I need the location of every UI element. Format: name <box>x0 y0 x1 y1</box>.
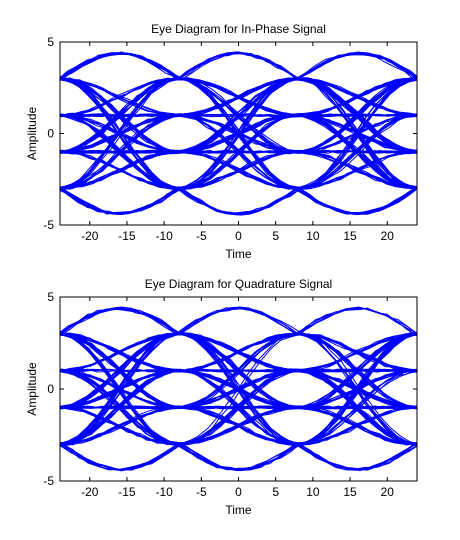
x-tick-label: 20 <box>381 485 395 499</box>
x-tick-label: 10 <box>306 229 320 243</box>
x-tick-label: 0 <box>235 229 242 243</box>
x-tick-label: 0 <box>235 485 242 499</box>
y-axis-label: Amplitude <box>25 107 39 161</box>
eye-trace <box>60 114 417 190</box>
eye-trace <box>60 331 417 410</box>
eye-trace <box>60 51 417 154</box>
x-axis-label: Time <box>225 503 252 517</box>
x-tick-label: 20 <box>381 229 395 243</box>
eye-trace <box>60 368 417 471</box>
chart-title: Eye Diagram for In-Phase Signal <box>151 22 326 36</box>
chart-panel-1: -20 -15 -10 -5 0 5 10 15 20 -5 0 5 Eye Diagram for Q… <box>25 277 418 517</box>
eye-trace <box>60 308 417 373</box>
eye-trace <box>60 76 417 215</box>
eye-trace <box>60 369 417 446</box>
eye-trace <box>60 76 417 216</box>
x-tick-label: -20 <box>81 229 99 243</box>
y-tick-label: -5 <box>43 474 54 488</box>
x-tick-label: 5 <box>272 229 279 243</box>
eye-trace <box>60 115 417 215</box>
eye-trace <box>60 78 417 154</box>
y-tick-label: 5 <box>47 290 54 304</box>
x-axis-label: Time <box>225 247 252 261</box>
eye-trace <box>60 78 417 154</box>
y-tick-label: 0 <box>47 127 54 141</box>
x-tick-label: -20 <box>81 485 99 499</box>
eye-trace <box>60 307 417 410</box>
x-tick-label: -5 <box>196 485 207 499</box>
eye-trace <box>60 308 417 471</box>
eye-traces <box>60 51 417 216</box>
y-tick-label: -5 <box>43 218 54 232</box>
chart-title: Eye Diagram for Quadrature Signal <box>145 277 332 291</box>
x-tick-label: 5 <box>272 485 279 499</box>
chart-panel-0: -20 -15 -10 -5 0 5 10 15 20 -5 0 5 Eye Diagram for I… <box>25 22 418 261</box>
x-tick-label: 10 <box>306 485 320 499</box>
x-tick-label: -15 <box>118 229 136 243</box>
x-tick-label: 15 <box>343 229 357 243</box>
y-axis-label: Amplitude <box>25 362 39 416</box>
eye-traces <box>60 306 417 472</box>
x-tick-label: 15 <box>343 485 357 499</box>
eye-trace <box>60 331 417 445</box>
x-tick-label: -5 <box>196 229 207 243</box>
x-tick-label: -10 <box>155 485 173 499</box>
y-tick-label: 5 <box>47 35 54 49</box>
x-tick-label: -15 <box>118 485 136 499</box>
eye-trace <box>60 77 417 154</box>
eye-trace <box>60 114 417 216</box>
x-tick-label: -10 <box>155 229 173 243</box>
y-tick-label: 0 <box>47 382 54 396</box>
